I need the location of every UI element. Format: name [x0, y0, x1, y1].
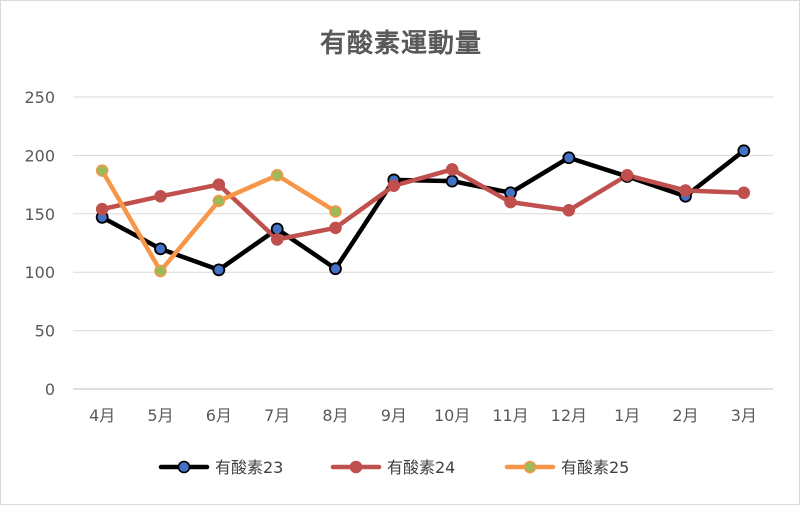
data-point	[270, 222, 284, 236]
series-line-1	[99, 148, 747, 273]
x-tick-label: 11月	[492, 406, 528, 425]
data-point	[270, 169, 284, 182]
data-point	[212, 263, 226, 277]
data-point	[270, 233, 284, 246]
y-tick-label: 250	[24, 88, 55, 107]
data-point	[329, 221, 342, 235]
x-tick-label: 6月	[206, 406, 232, 425]
x-tick-label: 5月	[147, 406, 173, 425]
x-tick-label: 10月	[434, 406, 470, 425]
x-tick-label: 2月	[672, 406, 698, 425]
x-tick-label: 3月	[731, 406, 757, 425]
legend-label-3: 有酸素25	[561, 458, 629, 477]
legend-marker-1	[177, 460, 191, 474]
data-point	[154, 264, 167, 278]
series-line-2	[99, 167, 747, 242]
data-point	[679, 184, 692, 197]
data-point	[387, 179, 401, 193]
chart-title: 有酸素運動量	[319, 29, 482, 59]
x-tick-label: 12月	[551, 406, 587, 425]
data-point	[329, 205, 342, 218]
data-point	[95, 164, 109, 177]
y-tick-label: 200	[24, 146, 55, 165]
data-point	[445, 163, 459, 176]
data-point	[562, 151, 576, 165]
y-tick-label: 50	[35, 322, 55, 341]
data-point	[329, 262, 342, 276]
x-tick-label: 1月	[614, 406, 640, 425]
y-tick-label: 0	[45, 380, 55, 399]
y-tick-label: 100	[24, 263, 55, 282]
data-point	[737, 186, 751, 200]
legend-marker-3	[523, 460, 537, 474]
x-tick-label: 9月	[381, 406, 407, 425]
x-tick-label: 8月	[322, 406, 348, 425]
data-point	[212, 194, 226, 208]
x-tick-label: 4月	[89, 406, 115, 425]
data-point	[737, 144, 751, 158]
data-point	[95, 202, 109, 216]
data-point	[620, 169, 634, 182]
x-tick-label: 7月	[264, 406, 290, 425]
data-point	[504, 195, 517, 209]
legend-label-1: 有酸素23	[215, 458, 283, 477]
legend-label-2: 有酸素24	[387, 458, 455, 477]
y-tick-label: 150	[24, 205, 55, 224]
legend-marker-2	[349, 460, 363, 474]
data-point	[212, 178, 226, 191]
data-point	[562, 204, 576, 217]
data-point	[445, 174, 459, 188]
data-point	[154, 242, 167, 256]
data-point	[154, 190, 167, 203]
